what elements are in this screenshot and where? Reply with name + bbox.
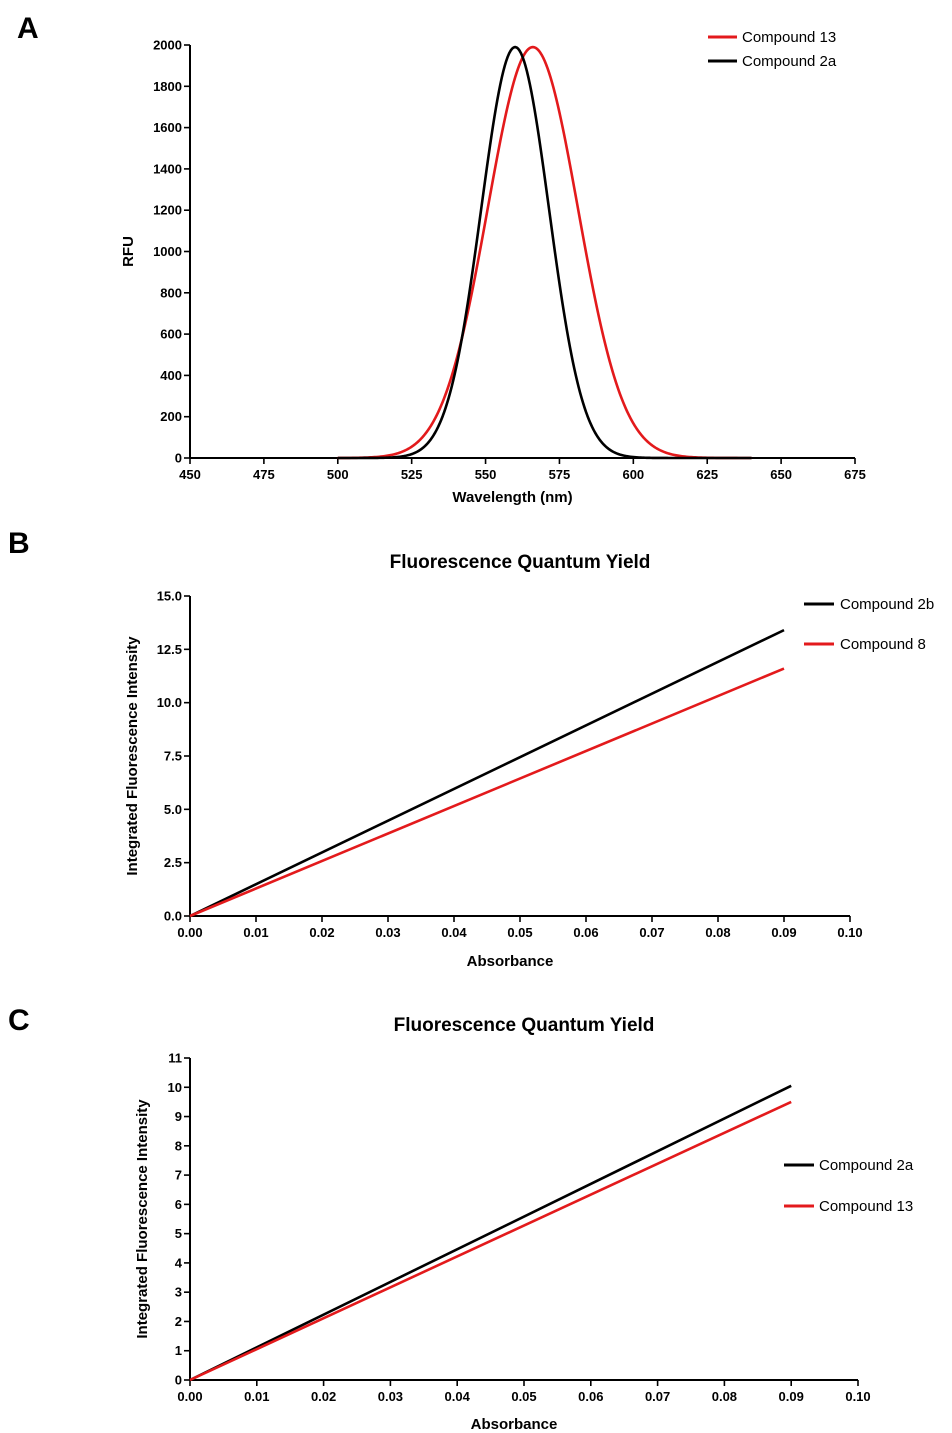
x-tick-label: 0.02	[309, 925, 334, 940]
x-tick-label: 0.10	[845, 1389, 870, 1404]
y-tick-label: 15.0	[157, 589, 182, 604]
y-tick-label: 1800	[153, 79, 182, 94]
x-tick-label: 0.07	[639, 925, 664, 940]
legend-label: Compound 2b	[840, 596, 934, 613]
x-tick-label: 0.06	[578, 1389, 603, 1404]
x-tick-label: 0.01	[244, 1389, 269, 1404]
x-tick-label: 0.04	[445, 1389, 471, 1404]
y-tick-label: 0.0	[164, 909, 182, 924]
x-tick-label: 0.01	[243, 925, 268, 940]
y-tick-label: 2.5	[164, 855, 182, 870]
x-tick-label: 0.07	[645, 1389, 670, 1404]
legend-label: Compound 13	[819, 1198, 913, 1215]
chart-panel-c: C Fluorescence Quantum Yield 0 1 2 3 4 5 6 7 8 9 10 1…	[8, 1004, 914, 1433]
series-line-compound-13	[337, 45, 752, 460]
y-tick-label: 5.0	[164, 802, 182, 817]
y-axis-label: RFU	[120, 236, 137, 267]
y-tick-label: 7.5	[164, 749, 182, 764]
x-tick-label: 450	[179, 467, 201, 482]
y-tick-label: 9	[175, 1109, 182, 1124]
y-tick-label: 600	[160, 327, 182, 342]
y-tick-label: 800	[160, 285, 182, 300]
x-tick-label: 0.06	[573, 925, 598, 940]
x-tick-label: 0.03	[378, 1389, 403, 1404]
x-tick-label: 0.02	[311, 1389, 336, 1404]
y-tick-label: 2000	[153, 38, 182, 53]
series-line-compound-13	[189, 1100, 792, 1382]
y-tick-label: 2	[175, 1314, 182, 1329]
chart-panel-b: B Fluorescence Quantum Yield 0.0 2.5 5.0 7.5 1…	[8, 527, 934, 970]
x-tick-label: 600	[622, 467, 644, 482]
legend-label: Compound 2a	[819, 1157, 914, 1174]
x-tick-label: 575	[549, 467, 571, 482]
y-tick-label: 12.5	[157, 642, 182, 657]
y-tick-label: 5	[175, 1226, 182, 1241]
y-tick-label: 1200	[153, 203, 182, 218]
y-tick-label: 8	[175, 1138, 182, 1153]
x-tick-label: 0.09	[779, 1389, 804, 1404]
series-line-compound-2a	[189, 1084, 792, 1382]
x-tick-label: 0.05	[507, 925, 532, 940]
y-tick-label: 1	[175, 1343, 182, 1358]
y-tick-label: 10.0	[157, 695, 182, 710]
x-axis-label: Absorbance	[467, 953, 554, 970]
x-tick-label: 500	[327, 467, 349, 482]
y-tick-label: 1400	[153, 161, 182, 176]
x-tick-label: 0.00	[177, 925, 202, 940]
y-tick-label: 7	[175, 1168, 182, 1183]
x-tick-label: 0.09	[771, 925, 796, 940]
x-tick-label: 0.10	[837, 925, 862, 940]
legend-label: Compound 2a	[742, 53, 837, 70]
x-tick-label: 675	[844, 467, 866, 482]
chart-panel-a: A 0 200 400 600 800 1000 1200 1400 1600 1800 2000 45…	[17, 12, 866, 506]
series-line-compound-2a	[337, 45, 752, 460]
y-tick-label: 11	[168, 1051, 182, 1066]
y-tick-label: 0	[175, 1373, 182, 1388]
x-tick-label: 625	[696, 467, 718, 482]
y-tick-label: 200	[160, 409, 182, 424]
x-tick-label: 0.05	[511, 1389, 536, 1404]
x-tick-label: 0.03	[375, 925, 400, 940]
y-tick-label: 4	[175, 1255, 183, 1270]
x-axis-label: Wavelength (nm)	[452, 489, 572, 506]
x-tick-label: 0.08	[705, 925, 730, 940]
y-tick-label: 1000	[153, 244, 182, 259]
legend-label: Compound 8	[840, 636, 926, 653]
x-tick-label: 650	[770, 467, 792, 482]
panel-label: B	[8, 527, 30, 560]
legend-label: Compound 13	[742, 29, 836, 46]
panel-label: C	[8, 1004, 30, 1037]
chart-title: Fluorescence Quantum Yield	[390, 552, 651, 573]
y-tick-label: 1600	[153, 120, 182, 135]
chart-title: Fluorescence Quantum Yield	[394, 1015, 655, 1036]
x-tick-label: 475	[253, 467, 275, 482]
y-axis-label: Integrated Fluorescence Intensity	[124, 636, 141, 876]
y-tick-label: 6	[175, 1197, 182, 1212]
x-tick-label: 525	[401, 467, 423, 482]
y-axis-label: Integrated Fluorescence Intensity	[134, 1099, 151, 1339]
y-tick-label: 400	[160, 368, 182, 383]
series-line-compound-2b	[189, 628, 785, 918]
x-tick-label: 0.04	[441, 925, 467, 940]
series-line-compound-8	[189, 667, 785, 918]
y-tick-label: 10	[168, 1080, 182, 1095]
y-tick-label: 3	[175, 1285, 182, 1300]
panel-label: A	[17, 12, 39, 45]
x-axis-label: Absorbance	[471, 1416, 558, 1433]
x-tick-label: 0.00	[177, 1389, 202, 1404]
y-tick-label: 0	[175, 451, 182, 466]
x-tick-label: 0.08	[712, 1389, 737, 1404]
x-tick-label: 550	[475, 467, 497, 482]
